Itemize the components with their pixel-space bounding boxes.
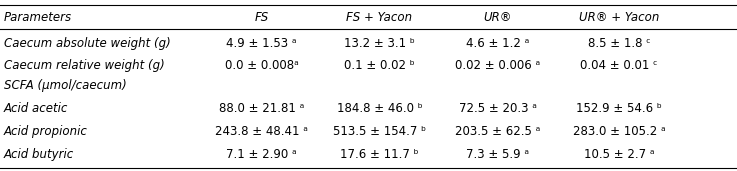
Text: 72.5 ± 20.3 ᵃ: 72.5 ± 20.3 ᵃ <box>458 102 537 115</box>
Text: Acid acetic: Acid acetic <box>4 102 68 115</box>
Text: 152.9 ± 54.6 ᵇ: 152.9 ± 54.6 ᵇ <box>576 102 662 115</box>
Text: Caecum absolute weight (g): Caecum absolute weight (g) <box>4 37 170 50</box>
Text: 7.3 ± 5.9 ᵃ: 7.3 ± 5.9 ᵃ <box>466 148 529 161</box>
Text: SCFA (μmol/caecum): SCFA (μmol/caecum) <box>4 79 127 92</box>
Text: 88.0 ± 21.81 ᵃ: 88.0 ± 21.81 ᵃ <box>219 102 304 115</box>
Text: UR® + Yacon: UR® + Yacon <box>579 11 660 24</box>
Text: 0.0 ± 0.008ᵃ: 0.0 ± 0.008ᵃ <box>225 59 298 72</box>
Text: 17.6 ± 11.7 ᵇ: 17.6 ± 11.7 ᵇ <box>340 148 419 161</box>
Text: 184.8 ± 46.0 ᵇ: 184.8 ± 46.0 ᵇ <box>337 102 422 115</box>
Text: FS: FS <box>254 11 269 24</box>
Text: 4.6 ± 1.2 ᵃ: 4.6 ± 1.2 ᵃ <box>466 37 529 50</box>
Text: 4.9 ± 1.53 ᵃ: 4.9 ± 1.53 ᵃ <box>226 37 297 50</box>
Text: 0.02 ± 0.006 ᵃ: 0.02 ± 0.006 ᵃ <box>455 59 540 72</box>
Text: 8.5 ± 1.8 ᶜ: 8.5 ± 1.8 ᶜ <box>588 37 650 50</box>
Text: 13.2 ± 3.1 ᵇ: 13.2 ± 3.1 ᵇ <box>344 37 415 50</box>
Text: 0.04 ± 0.01 ᶜ: 0.04 ± 0.01 ᶜ <box>580 59 658 72</box>
Text: FS + Yacon: FS + Yacon <box>346 11 413 24</box>
Text: 243.8 ± 48.41 ᵃ: 243.8 ± 48.41 ᵃ <box>215 125 308 138</box>
Text: 283.0 ± 105.2 ᵃ: 283.0 ± 105.2 ᵃ <box>573 125 666 138</box>
Text: Acid butyric: Acid butyric <box>4 148 74 161</box>
Text: 0.1 ± 0.02 ᵇ: 0.1 ± 0.02 ᵇ <box>344 59 415 72</box>
Text: Parameters: Parameters <box>4 11 71 24</box>
Text: UR®: UR® <box>483 11 511 24</box>
Text: 203.5 ± 62.5 ᵃ: 203.5 ± 62.5 ᵃ <box>455 125 540 138</box>
Text: 513.5 ± 154.7 ᵇ: 513.5 ± 154.7 ᵇ <box>333 125 426 138</box>
Text: 10.5 ± 2.7 ᵃ: 10.5 ± 2.7 ᵃ <box>584 148 654 161</box>
Text: Caecum relative weight (g): Caecum relative weight (g) <box>4 59 164 72</box>
Text: Acid propionic: Acid propionic <box>4 125 88 138</box>
Text: 7.1 ± 2.90 ᵃ: 7.1 ± 2.90 ᵃ <box>226 148 297 161</box>
